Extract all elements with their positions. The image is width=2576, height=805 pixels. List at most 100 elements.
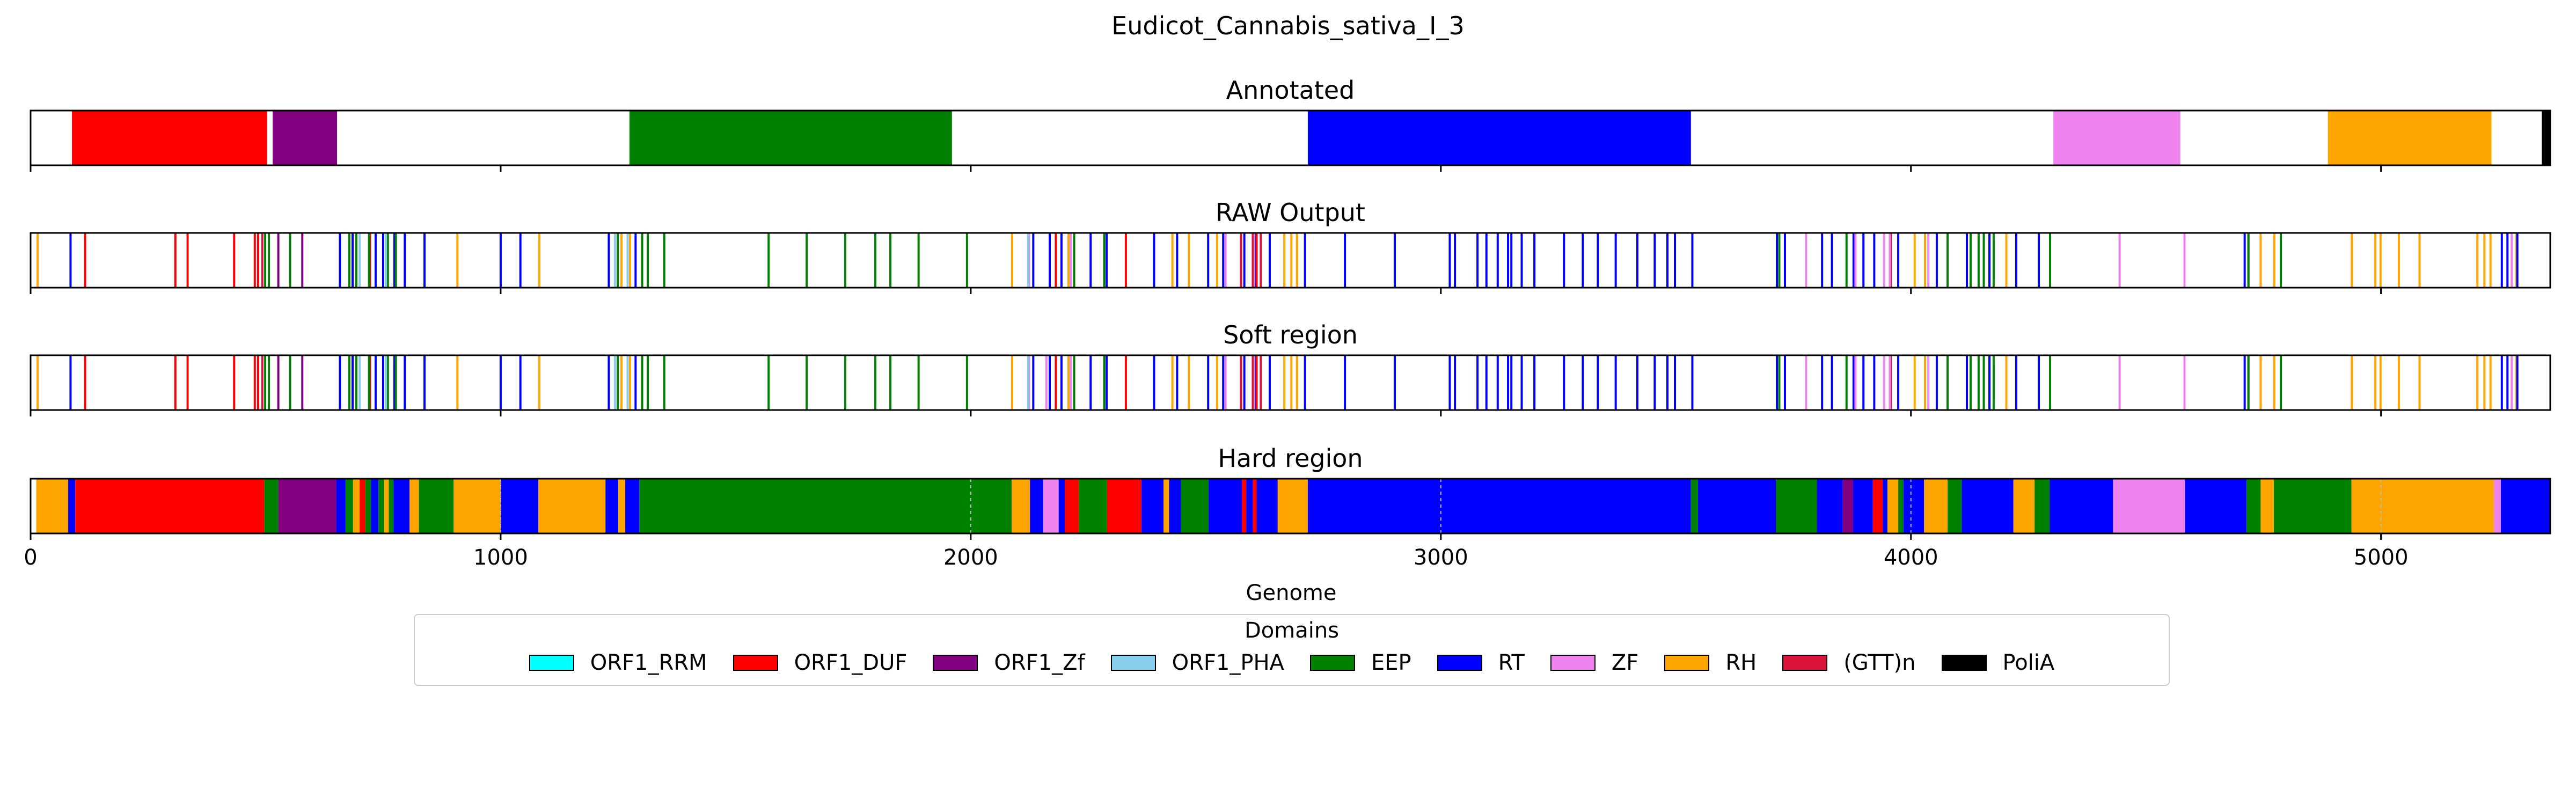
- region-rt: [336, 479, 346, 533]
- region-rt: [1903, 479, 1924, 533]
- legend-item-rh: RH: [1664, 650, 1757, 675]
- region-eep: [1690, 479, 1698, 533]
- region-eep: [389, 479, 394, 533]
- region-rh: [409, 479, 419, 533]
- legend-item-orf1-duf: ORF1_DUF: [733, 650, 908, 675]
- region-rh: [1277, 479, 1308, 533]
- region-eep: [419, 479, 454, 533]
- region-orf1-duf: [1107, 479, 1141, 533]
- legend-item-rt: RT: [1437, 650, 1525, 675]
- legend-swatch: [1550, 655, 1596, 671]
- x-tick-label: 2000: [943, 545, 998, 570]
- legend: Domains ORF1_RRM ORF1_DUF ORF1_Zf ORF1_PHA E…: [414, 614, 2170, 686]
- region-orf1-duf: [1242, 479, 1247, 533]
- region-rt: [1058, 479, 1065, 533]
- region-rt: [1256, 479, 1278, 533]
- panel-frame: [30, 354, 2551, 411]
- panel-frame: [30, 109, 2551, 166]
- panel-annotated: Annotated: [30, 76, 2551, 172]
- region-eep: [2246, 479, 2261, 533]
- region-orf1-duf: [1872, 479, 1883, 533]
- region-eep: [1181, 479, 1209, 533]
- region-rt: [1853, 479, 1873, 533]
- legend-item-orf1-pha: ORF1_PHA: [1110, 650, 1284, 675]
- x-axis-label: Genome: [1246, 581, 1336, 605]
- region-rh: [538, 479, 606, 533]
- legend-item-gtt-n: (GTT)n: [1782, 650, 1916, 675]
- region-rt: [500, 479, 539, 533]
- legend-swatch: [529, 655, 574, 671]
- region-rt: [2185, 479, 2247, 533]
- legend-swatch: [1664, 655, 1710, 671]
- region-rh: [384, 479, 389, 533]
- legend-item-zf: ZF: [1550, 650, 1638, 675]
- legend-item-polia: PoliA: [1941, 650, 2055, 675]
- legend-swatch: [933, 655, 978, 671]
- region-orf1-duf: [75, 479, 265, 533]
- region-rt: [1697, 479, 1776, 533]
- region-eep: [1948, 479, 1962, 533]
- region-rt: [1030, 479, 1043, 533]
- legend-label: RH: [1725, 650, 1757, 675]
- region-eep: [365, 479, 371, 533]
- region-rt: [2050, 479, 2113, 533]
- region-rt: [2501, 479, 2550, 533]
- region-orf1-zf: [278, 479, 336, 533]
- legend-swatch: [1941, 655, 1987, 671]
- region-eep: [629, 111, 952, 165]
- region-rh: [353, 479, 360, 533]
- legend-label: ORF1_DUF: [794, 650, 908, 675]
- region-rh: [1887, 479, 1899, 533]
- legend-label: (GTT)n: [1843, 650, 1916, 675]
- region-rh: [36, 479, 69, 533]
- panel-frame: [30, 232, 2551, 289]
- region-rt: [1817, 479, 1843, 533]
- region-rt: [1307, 479, 1691, 533]
- region-rh: [1012, 479, 1030, 533]
- region-orf1-zf: [1842, 479, 1853, 533]
- panel-frame: [30, 478, 2551, 535]
- x-axis: 0 1000 2000 3000 4000 5000: [24, 545, 2408, 570]
- region-rt: [625, 479, 640, 533]
- region-orf1-duf: [1253, 479, 1257, 533]
- panel-raw-output: RAW Output: [30, 198, 2551, 294]
- region-rt: [1307, 111, 1691, 165]
- region-rt: [1141, 479, 1163, 533]
- panel-soft-region: Soft region: [30, 320, 2551, 416]
- region-eep: [2035, 479, 2050, 533]
- legend-label: ZF: [1611, 650, 1639, 675]
- region-zf: [2053, 111, 2180, 165]
- region-rt: [1246, 479, 1253, 533]
- legend-title: Domains: [1244, 618, 1340, 643]
- legend-swatch: [1110, 655, 1156, 671]
- panel-title-hard-region: Hard region: [1218, 444, 1363, 473]
- region-orf1-zf: [273, 111, 338, 165]
- legend-entries: ORF1_RRM ORF1_DUF ORF1_Zf ORF1_PHA EEP RT ZF RH…: [415, 650, 2169, 675]
- region-rh: [1924, 479, 1948, 533]
- legend-swatch: [1782, 655, 1828, 671]
- legend-label: RT: [1498, 650, 1525, 675]
- legend-label: ORF1_PHA: [1172, 650, 1284, 675]
- x-tick-label: 0: [24, 545, 37, 570]
- legend-label: EEP: [1371, 650, 1411, 675]
- region-orf1-duf: [360, 479, 365, 533]
- region-rt: [393, 479, 410, 533]
- legend-item-orf1-rrm: ORF1_RRM: [529, 650, 707, 675]
- region-rh: [453, 479, 501, 533]
- region-eep: [345, 479, 353, 533]
- region-rt: [1883, 479, 1887, 533]
- region-zf: [2113, 479, 2185, 533]
- legend-label: PoliA: [2002, 650, 2055, 675]
- figure-title: Eudicot_Cannabis_sativa_I_3: [1111, 11, 1465, 40]
- x-tick-label: 1000: [473, 545, 528, 570]
- region-rt: [1169, 479, 1181, 533]
- panel-title-soft-region: Soft region: [1223, 320, 1358, 349]
- region-eep: [1898, 479, 1904, 533]
- panel-hard-region: Hard region: [30, 444, 2551, 540]
- x-tick-label: 4000: [1884, 545, 1938, 570]
- region-eep: [2273, 479, 2352, 533]
- region-zf: [2493, 479, 2501, 533]
- region-rh: [1163, 479, 1169, 533]
- region-rh: [2013, 479, 2035, 533]
- x-tick-label: 3000: [1414, 545, 1468, 570]
